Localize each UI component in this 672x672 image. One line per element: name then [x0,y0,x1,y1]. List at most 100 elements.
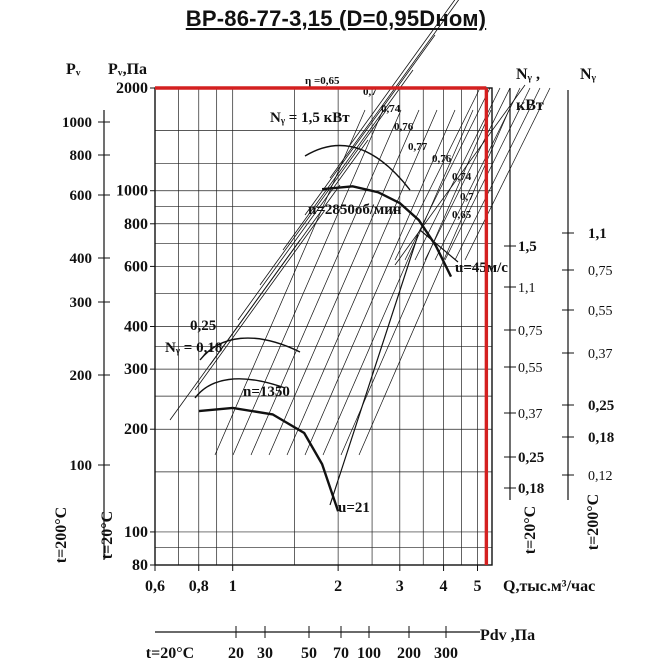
pdv-tick-label: 100 [357,645,381,662]
pdv-tick-label: 30 [257,645,273,662]
x-tick-label: 0,6 [145,578,165,595]
efficiency-line [268,109,420,456]
efficiency-line [209,184,341,366]
efficiency-line [404,87,491,261]
x-tick-label: 2 [334,578,342,595]
power-curve-0-18 [194,378,286,399]
efficiency-line [237,139,369,321]
outer-y-tick-label: 1000 [62,115,92,131]
pdv-tick-label: 20 [228,645,244,662]
efficiency-line [304,34,436,216]
pdv-axis-label: Pdv ,Па [480,627,535,644]
y-tick-label: 80 [132,557,148,574]
power-1-tick-label: 0,18 [518,481,544,497]
power-1-tick-label: 0,25 [518,450,544,466]
marker-lines [155,86,489,565]
outer-y-tick-label: 300 [70,295,93,311]
power-1-tick-label: 0,37 [518,407,543,422]
efficiency-line [349,0,456,146]
outer-y-tick-label: 200 [70,368,93,384]
efficiency-line [286,109,438,456]
u-label-high: u=45м/с [455,260,508,276]
annotations: η =0,650,70,740,760,770,760,740,70,65Nᵧ … [165,75,508,516]
x-tick-label: 1 [229,578,237,595]
power-1-tick-label: 0,75 [518,324,543,339]
y-axis-label: Pᵥ,Па [108,61,147,78]
efficiency-line [194,209,326,391]
efficiency-line [394,87,481,261]
efficiency-line [358,109,510,456]
speed-label-high: n=2850об/мин [308,202,402,218]
power-axis-1-label: Nᵧ , [516,66,540,83]
eta-value: 0,77 [408,141,428,153]
eta-value: 0,74 [452,171,472,183]
pdv-temp-label: t=20°C [146,645,194,662]
efficiency-lines [169,0,551,456]
power-axis-1-unit: кВт [516,97,544,114]
efficiency-line [250,109,402,456]
power-2-tick-label: 0,37 [588,347,613,362]
eta-value: 0,76 [432,153,452,165]
efficiency-line [259,104,391,286]
chart-title: ВР-86-77-3,15 (D=0,95Dном) [185,6,487,31]
x-tick-label: 4 [440,578,448,595]
eta-label: η =0,65 [305,75,340,87]
outer-y-tick-label: 600 [70,188,93,204]
efficiency-line [424,87,511,261]
power-label-025: 0,25 [190,318,216,334]
speed-u-21 [329,234,419,506]
y-tick-label: 300 [124,361,148,378]
speed-label-low: n=1350 [243,384,290,400]
efficiency-line [322,109,474,456]
power-1-temp-label: t=20°C [522,506,539,554]
x-tick-label: 0,8 [189,578,209,595]
axes [98,87,574,638]
power-curve-1-5 [304,144,411,191]
efficiency-line [454,87,541,261]
outer-y-tick-label: 400 [70,251,93,267]
eta-value: 0,7 [460,191,474,203]
pdv-tick-label: 200 [397,645,421,662]
efficiency-line [394,84,526,266]
y-tick-label: 100 [124,524,148,541]
x-axis-label: Q,тыс.м³/час [503,578,595,595]
power-label-018: Nᵧ = 0,18 [165,340,222,356]
efficiency-line [304,109,456,456]
y-tick-label: 2000 [116,80,148,97]
efficiency-line [214,109,366,456]
efficiency-line [232,109,384,456]
y-tick-label: 200 [124,421,148,438]
power-label-top: Nᵧ = 1,5 кВт [270,110,350,126]
power-2-tick-label: 1,1 [588,226,607,242]
efficiency-line [464,87,551,261]
power-curve-0-25 [199,337,301,361]
power-2-tick-label: 0,18 [588,430,614,446]
pdv-tick-label: 300 [434,645,458,662]
power-1-tick-label: 1,1 [518,281,536,296]
speed-u-45 [419,229,459,263]
outer-temp-label: t=200°C [53,507,70,563]
outer-y-axis-label: Pᵥ [66,61,81,78]
power-2-tick-label: 0,12 [588,469,613,484]
pdv-tick-label: 50 [301,645,317,662]
eta-value: 0,76 [394,121,414,133]
efficiency-line [282,69,414,251]
performance-curves [194,144,459,512]
axis-labels: 80 100 200 300 400 600 800 1000 2000 100 200 300 400… [53,61,614,662]
outer-y-tick-label: 100 [70,458,93,474]
power-1-tick-label: 0,55 [518,361,543,376]
y-tick-label: 1000 [116,183,148,200]
y-tick-label: 600 [124,258,148,275]
eta-value: 0,74 [381,103,401,115]
x-tick-label: 3 [396,578,404,595]
x-tick-label: 5 [474,578,482,595]
u-label-low: u=21 [338,500,370,516]
y-tick-label: 800 [124,216,148,233]
power-1-tick-label: 1,5 [518,239,537,255]
inner-temp-label: t=20°C [99,511,116,559]
outer-y-tick-label: 800 [70,148,93,164]
power-2-tick-label: 0,75 [588,264,613,279]
y-tick-label: 400 [124,319,148,336]
power-2-tick-label: 0,55 [588,304,613,319]
